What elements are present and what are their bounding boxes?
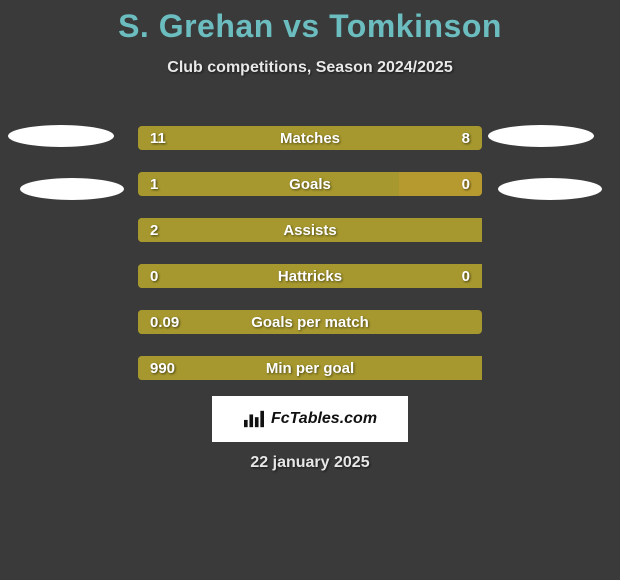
subtitle: Club competitions, Season 2024/2025 [0,59,620,77]
comparison-title: S. Grehan vs Tomkinson [0,0,620,45]
stat-value-left: 11 [150,126,166,150]
chart-icon [243,409,265,429]
decorative-ellipse [498,178,602,200]
stat-value-right: 0 [462,172,470,196]
stat-row: Min per goal990 [138,356,482,380]
brand-text: FcTables.com [271,410,377,428]
stat-value-left: 990 [150,356,175,380]
player2-name: Tomkinson [329,8,502,44]
stat-label: Goals [138,172,482,196]
stat-label: Goals per match [138,310,482,334]
stat-label: Matches [138,126,482,150]
stat-row: Goals1 0 [138,172,482,196]
stat-label: Min per goal [138,356,482,380]
stat-label: Assists [138,218,482,242]
stat-value-left: 1 [150,172,158,196]
stat-value-right: 8 [462,126,470,150]
brand-badge[interactable]: FcTables.com [212,396,408,442]
stat-value-right: 0 [462,264,470,288]
stat-label: Hattricks [138,264,482,288]
decorative-ellipse [8,125,114,147]
date-text: 22 january 2025 [0,454,620,472]
stat-row: Assists2 [138,218,482,242]
stat-value-left: 0 [150,264,158,288]
stat-value-left: 2 [150,218,158,242]
decorative-ellipse [488,125,594,147]
stat-row: Goals per match0.09 [138,310,482,334]
vs-text: vs [283,8,320,44]
player1-name: S. Grehan [118,8,274,44]
stat-value-left: 0.09 [150,310,179,334]
stat-rows: Matches118Goals10Assists2Hattricks00Goal… [138,126,482,402]
stat-row: Hattricks0 0 [138,264,482,288]
stat-row: Matches11 8 [138,126,482,150]
decorative-ellipse [20,178,124,200]
